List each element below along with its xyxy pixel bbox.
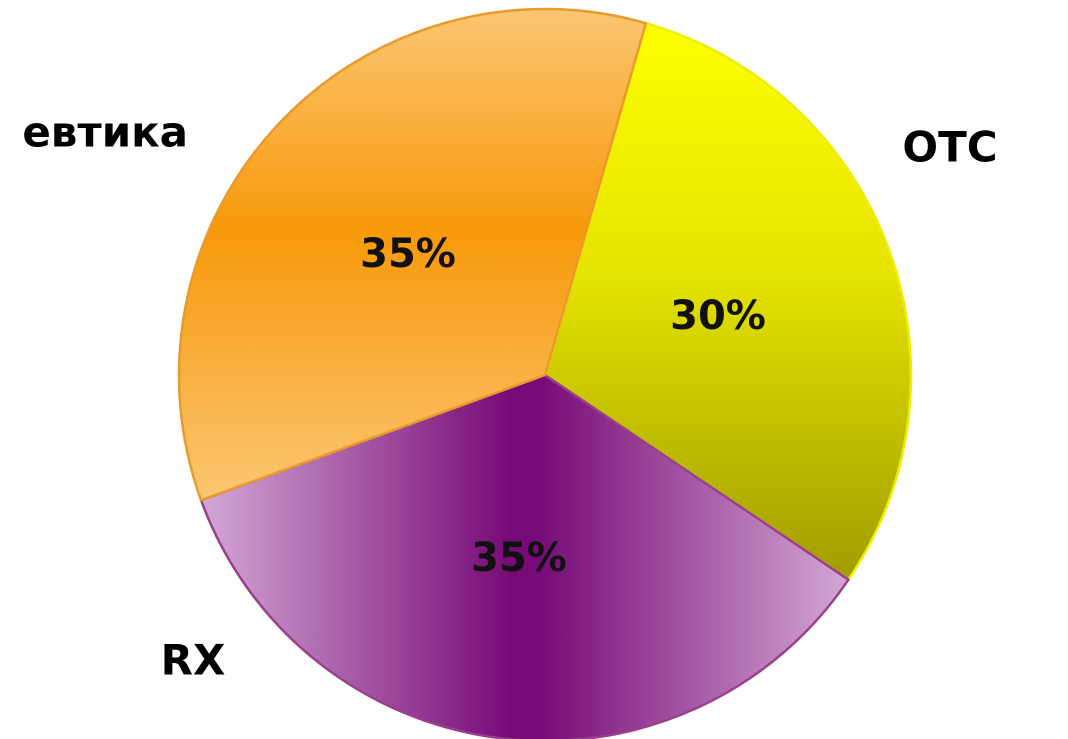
data-label-otc: 30% bbox=[670, 293, 766, 339]
category-label-rx: RX bbox=[161, 636, 226, 685]
pie-labels: 30% OTC 35% RX 35% евтика bbox=[22, 108, 997, 685]
pie-slices bbox=[177, 7, 913, 739]
category-label-slice-3: евтика bbox=[22, 108, 188, 157]
pie-slice-rx bbox=[199, 373, 850, 739]
category-label-otc: OTC bbox=[902, 123, 997, 172]
data-label-slice-3: 35% bbox=[360, 231, 456, 277]
data-label-rx: 35% bbox=[471, 535, 567, 581]
pie-slice-slice-3 bbox=[177, 7, 648, 502]
pie-slice-otc bbox=[543, 21, 913, 581]
